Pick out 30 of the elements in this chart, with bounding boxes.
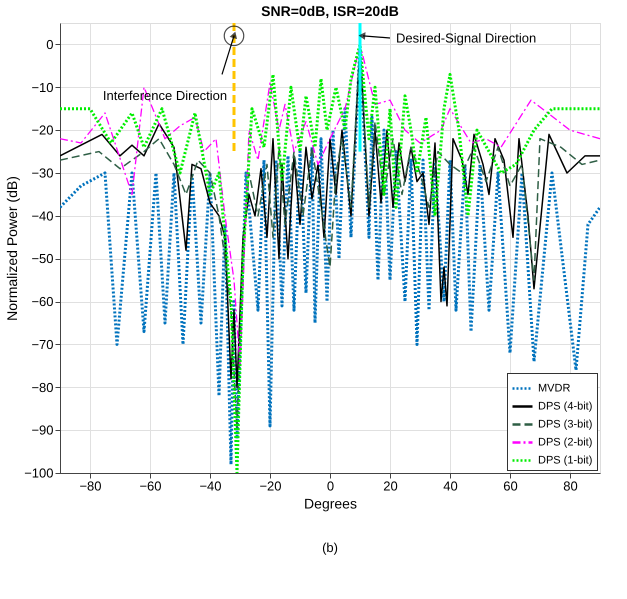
y-tick-label: −50 bbox=[31, 251, 54, 266]
y-axis-title: Normalized Power (dB) bbox=[4, 176, 20, 321]
x-tick-label: −60 bbox=[139, 478, 162, 494]
x-tick-label: 80 bbox=[563, 478, 578, 494]
legend-label: DPS (4-bit) bbox=[538, 400, 592, 412]
x-axis-title: Degrees bbox=[304, 496, 357, 512]
y-tick-label: −60 bbox=[31, 294, 54, 310]
y-tick-label: −40 bbox=[31, 208, 54, 224]
y-tick-label: −20 bbox=[31, 122, 54, 138]
x-tick-label: 40 bbox=[443, 478, 458, 494]
y-tick-label: −100 bbox=[24, 466, 54, 480]
y-tick-label: −90 bbox=[31, 422, 54, 438]
x-tick-label: 20 bbox=[383, 478, 398, 494]
y-tick-label: −80 bbox=[31, 380, 54, 395]
text: (b) bbox=[322, 540, 338, 555]
x-tick-label: −40 bbox=[199, 478, 222, 494]
legend-label: DPS (3-bit) bbox=[538, 418, 592, 430]
x-tick-label: 0 bbox=[326, 478, 334, 494]
legend-label: DPS (2-bit) bbox=[538, 436, 592, 448]
x-tick-label: −20 bbox=[259, 478, 282, 494]
y-tick-label: −10 bbox=[31, 80, 54, 95]
y-tick-label: −70 bbox=[31, 336, 54, 352]
legend-label: DPS (1-bit) bbox=[538, 454, 592, 466]
y-tick-label: −30 bbox=[31, 166, 54, 180]
legend-label: MVDR bbox=[538, 382, 570, 394]
x-tick-label: −80 bbox=[79, 478, 102, 494]
y-tick-label: 0 bbox=[46, 36, 54, 52]
annotation: Desired-Signal Direction bbox=[396, 30, 536, 46]
x-tick-label: 60 bbox=[503, 478, 518, 494]
chart-title: SNR=0dB, ISR=20dB bbox=[261, 3, 399, 19]
